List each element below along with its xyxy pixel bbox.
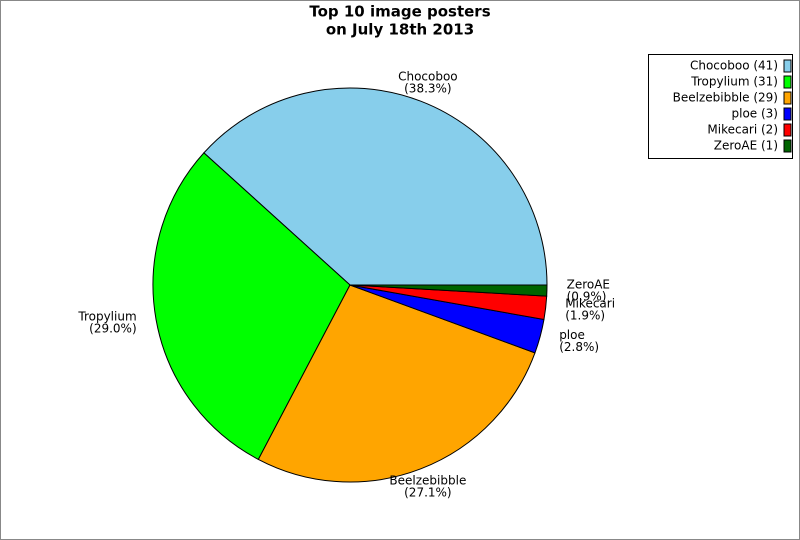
legend-swatch	[783, 75, 792, 89]
pie-slice	[203, 87, 548, 286]
legend-swatch	[783, 123, 792, 137]
legend-swatch	[783, 107, 792, 121]
legend-label: Chocoboo (41)	[690, 59, 778, 73]
chart-title: on July 18th 2013	[326, 21, 474, 39]
slice-label: ploe	[559, 328, 585, 342]
legend-swatch	[783, 91, 792, 105]
legend-label: ZeroAE (1)	[714, 139, 778, 153]
legend-label: Beelzebibble (29)	[673, 91, 778, 105]
legend-swatch	[783, 59, 792, 73]
slice-label: Mikecari	[565, 297, 615, 311]
legend-label: Tropylium (31)	[690, 75, 778, 89]
pie-slice	[257, 284, 536, 483]
slice-value-label: (1.9%)	[565, 309, 605, 323]
slice-value-label: (2.8%)	[559, 340, 599, 354]
pie-slice	[152, 152, 351, 461]
legend-swatch	[783, 139, 792, 153]
slice-label: Tropylium	[77, 309, 136, 323]
chart-title: Top 10 image posters	[309, 3, 490, 21]
slice-value-label: (38.3%)	[404, 81, 451, 95]
legend-box	[648, 54, 793, 159]
slice-value-label: (27.1%)	[404, 486, 451, 500]
pie-slice	[349, 284, 548, 297]
legend-label: Mikecari (2)	[707, 123, 778, 137]
legend-label: ploe (3)	[732, 107, 779, 121]
slice-label: Beelzebibble	[389, 474, 466, 488]
slice-value-label: (0.9%)	[567, 290, 607, 304]
slice-label: ZeroAE	[567, 278, 610, 292]
slice-value-label: (29.0%)	[89, 321, 136, 335]
slice-label: Chocoboo	[398, 69, 458, 83]
